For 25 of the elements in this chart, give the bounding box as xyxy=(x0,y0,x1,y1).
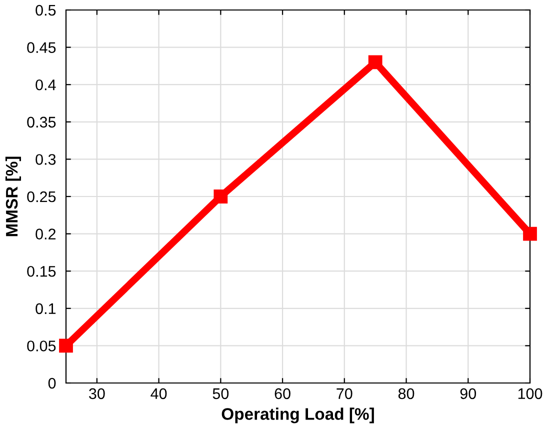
y-tick-label: 0.3 xyxy=(36,154,56,165)
y-tick-label: 0.25 xyxy=(27,191,56,202)
x-tick-label: 80 xyxy=(398,388,414,400)
x-tick-label: 70 xyxy=(336,388,352,400)
x-tick-label: 100 xyxy=(518,388,542,400)
x-tick-label: 30 xyxy=(89,388,105,400)
y-tick-label: 0.1 xyxy=(36,303,56,314)
y-tick-label: 0.4 xyxy=(36,79,56,90)
x-tick-label: 90 xyxy=(460,388,476,400)
y-tick-label: 0.2 xyxy=(36,228,56,240)
y-axis-title: MMSR [%] xyxy=(5,156,21,236)
x-tick-label: 50 xyxy=(212,388,229,400)
y-tick-label: 0.45 xyxy=(27,42,56,53)
point xyxy=(523,226,537,241)
y-tick-label: 0.05 xyxy=(27,340,56,352)
y-tick-label: 0.35 xyxy=(27,116,56,128)
y-tick-label: 0 xyxy=(48,378,56,389)
x-tick-label: 40 xyxy=(150,388,167,400)
y-tick-label: 0.5 xyxy=(36,4,56,16)
point xyxy=(214,190,228,204)
point xyxy=(368,55,382,70)
x-tick-label: 60 xyxy=(274,388,290,400)
x-axis-title: Operating Load [%] xyxy=(222,408,374,424)
y-tick-label: 0.15 xyxy=(27,266,56,277)
point xyxy=(59,338,73,353)
